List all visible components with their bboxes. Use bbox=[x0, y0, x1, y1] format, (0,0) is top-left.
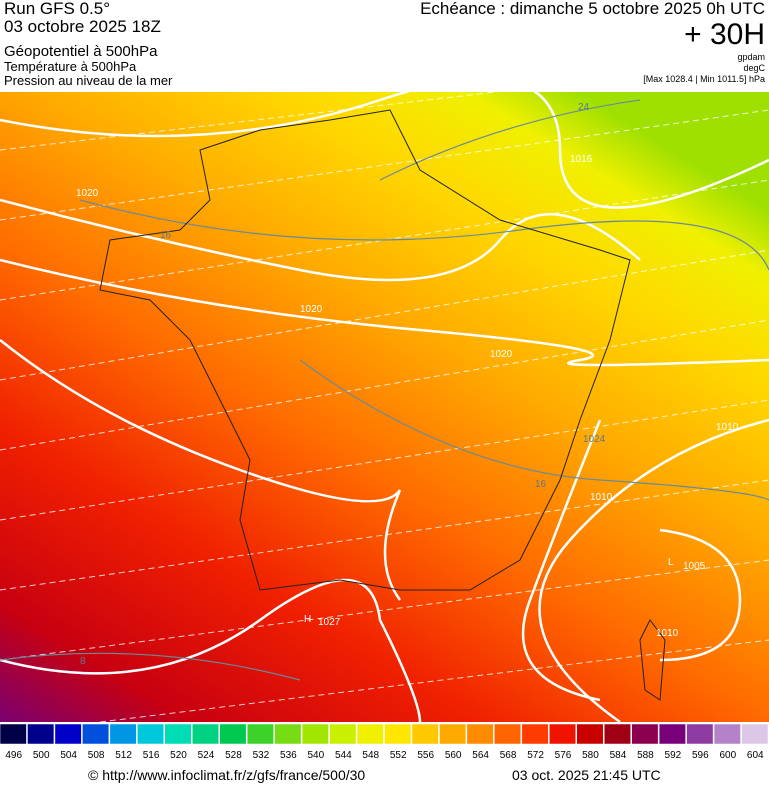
subtitle: Pression au niveau de la mer bbox=[4, 73, 173, 88]
map-label: 16 bbox=[160, 230, 172, 241]
map-label: 1010 bbox=[590, 492, 613, 503]
colorbar-cell bbox=[0, 723, 27, 745]
colorbar-label: 544 bbox=[335, 750, 352, 761]
timestamp: 03 oct. 2025 21:45 UTC bbox=[512, 767, 661, 783]
colorbar: 496 500 504 508 512 516 520 524 528 532 536 540 544 5… bbox=[0, 723, 769, 761]
colorbar-cell bbox=[686, 723, 714, 745]
colorbar-label: 588 bbox=[637, 750, 654, 761]
colorbar-cell bbox=[54, 723, 82, 745]
colorbar-cell bbox=[82, 723, 110, 745]
colorbar-label: 560 bbox=[445, 750, 462, 761]
colorbar-cell bbox=[439, 723, 467, 745]
source-url: © http://www.infoclimat.fr/z/gfs/france/… bbox=[88, 767, 365, 783]
france-outline bbox=[99, 109, 631, 591]
map-label: 1010 bbox=[656, 628, 679, 639]
colorbar-cell bbox=[109, 723, 137, 745]
colorbar-label: 556 bbox=[417, 750, 434, 761]
colorbar-cell bbox=[466, 723, 494, 745]
colorbar-cell bbox=[603, 723, 631, 745]
colorbar-label: 592 bbox=[665, 750, 682, 761]
colorbar-cell bbox=[356, 723, 384, 745]
colorbar-cell bbox=[329, 723, 357, 745]
colorbar-label: 576 bbox=[555, 750, 572, 761]
colorbar-label: 548 bbox=[362, 750, 379, 761]
map-field bbox=[0, 92, 769, 722]
colorbar-label: 520 bbox=[170, 750, 187, 761]
colorbar-label: 508 bbox=[88, 750, 105, 761]
colorbar-label: 564 bbox=[472, 750, 489, 761]
colorbar-label: 528 bbox=[225, 750, 242, 761]
corsica-outline bbox=[639, 619, 666, 701]
colorbar-cell bbox=[521, 723, 549, 745]
colorbar-label: 540 bbox=[307, 750, 324, 761]
map-label: 1016 bbox=[570, 154, 593, 165]
pressure-range: [Max 1028.4 | Min 1011.5] hPa bbox=[643, 74, 765, 84]
map-label: 8 bbox=[80, 656, 86, 667]
colorbar-cell bbox=[549, 723, 576, 745]
colorbar-label: 584 bbox=[610, 750, 627, 761]
colorbar-label: 596 bbox=[692, 750, 709, 761]
unit: gpdam bbox=[737, 52, 765, 62]
colorbar-label: 572 bbox=[527, 750, 544, 761]
map-label: 1005 bbox=[683, 561, 706, 572]
high-marker: H bbox=[304, 614, 311, 625]
subtitle: Température à 500hPa bbox=[4, 59, 137, 74]
lead-time: + 30H bbox=[684, 18, 765, 51]
colorbar-cell bbox=[741, 723, 769, 745]
unit: degC bbox=[743, 63, 765, 73]
map-label: 24 bbox=[578, 102, 590, 113]
colorbar-label: 568 bbox=[500, 750, 517, 761]
colorbar-cell bbox=[274, 723, 302, 745]
colorbar-cell bbox=[631, 723, 659, 745]
colorbar-label: 516 bbox=[143, 750, 160, 761]
colorbar-cell bbox=[164, 723, 192, 745]
map-label: 1010 bbox=[716, 422, 739, 433]
colorbar-label: 500 bbox=[33, 750, 50, 761]
colorbar-label: 496 bbox=[5, 750, 22, 761]
map-label: 1020 bbox=[76, 188, 99, 199]
colorbar-cell bbox=[384, 723, 412, 745]
colorbar-cell bbox=[137, 723, 165, 745]
colorbar-cell bbox=[411, 723, 439, 745]
map-label: 1020 bbox=[490, 349, 513, 360]
map-label: 1020 bbox=[300, 304, 323, 315]
colorbar-cell bbox=[576, 723, 604, 745]
colorbar-label: 524 bbox=[198, 750, 215, 761]
colorbar-label: 532 bbox=[253, 750, 270, 761]
colorbar-label: 504 bbox=[60, 750, 77, 761]
run-title: Run GFS 0.5° bbox=[4, 0, 110, 18]
colorbar-label: 580 bbox=[582, 750, 599, 761]
run-date: 03 octobre 2025 18Z bbox=[4, 17, 161, 36]
colorbar-cell bbox=[246, 723, 274, 745]
colorbar-cell bbox=[494, 723, 522, 745]
map-label: 1024 bbox=[583, 434, 606, 445]
colorbar-label: 552 bbox=[390, 750, 407, 761]
geopotential-lines bbox=[0, 59, 769, 723]
colorbar-cell bbox=[658, 723, 686, 745]
colorbar-cell bbox=[301, 723, 329, 745]
colorbar-cell bbox=[27, 723, 55, 745]
colorbar-label: 536 bbox=[280, 750, 297, 761]
colorbar-cell bbox=[219, 723, 247, 745]
isobars bbox=[0, 77, 769, 724]
low-marker: L bbox=[668, 557, 674, 568]
temperature-lines bbox=[0, 99, 769, 681]
map-title: Géopotentiel à 500hPa bbox=[4, 43, 158, 60]
colorbar-cell bbox=[192, 723, 219, 745]
map-label: 16 bbox=[535, 479, 547, 490]
colorbar-label: 604 bbox=[747, 750, 764, 761]
echeance: Echéance : dimanche 5 octobre 2025 0h UT… bbox=[420, 0, 765, 18]
colorbar-label: 512 bbox=[115, 750, 132, 761]
colorbar-cell bbox=[713, 723, 741, 745]
colorbar-label: 600 bbox=[719, 750, 736, 761]
map-label: 1027 bbox=[318, 617, 341, 628]
